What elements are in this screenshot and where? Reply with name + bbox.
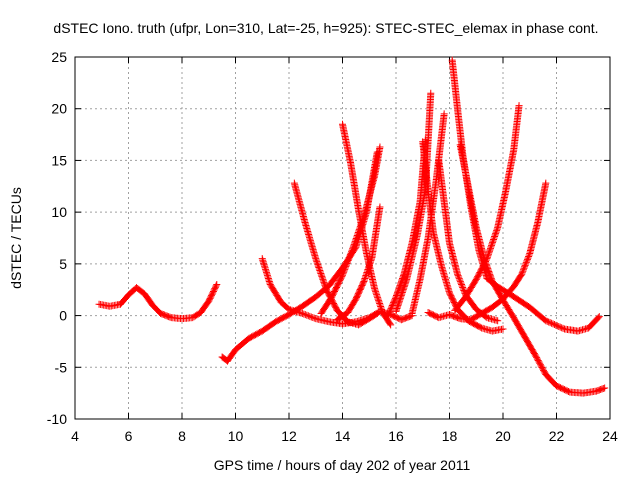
x-tick-label: 14 [335,428,351,444]
grid [75,57,610,419]
series-markers [317,143,384,318]
x-axis-label: GPS time / hours of day 202 of year 2011 [214,457,471,473]
y-axis: -10 -5 0 5 10 15 20 25 [47,49,610,427]
data-series [424,179,550,324]
y-tick-label: 20 [51,101,67,117]
data-series [451,102,523,314]
y-tick-label: 15 [51,152,67,168]
y-tick-label: 5 [59,256,67,272]
data-series [456,141,609,397]
y-axis-label: dSTEC / TECUs [8,187,24,289]
series-markers [424,179,550,324]
chart-title: dSTEC Iono. truth (ufpr, Lon=310, Lat=-2… [53,20,598,36]
x-tick-label: 8 [178,428,186,444]
y-tick-label: -10 [47,411,67,427]
x-tick-label: 22 [549,428,565,444]
data-markers [95,56,609,397]
y-tick-label: 0 [59,308,67,324]
data-series [333,203,384,324]
y-tick-label: 10 [51,204,67,220]
x-axis: 4 6 8 10 12 14 16 18 20 22 24 [71,57,618,444]
series-markers [95,281,221,323]
x-tick-label: 6 [125,428,133,444]
y-tick-label: -5 [55,359,68,375]
series-markers [451,102,523,314]
x-tick-label: 24 [602,428,618,444]
data-series [419,138,507,335]
data-series [95,281,221,323]
x-tick-label: 4 [71,428,79,444]
y-tick-label: 25 [51,49,67,65]
series-markers [333,203,384,324]
data-series [339,120,395,329]
x-tick-label: 16 [388,428,404,444]
series-markers [456,141,609,397]
x-tick-label: 18 [442,428,458,444]
x-tick-label: 20 [495,428,511,444]
series-markers [339,120,395,329]
x-tick-label: 12 [281,428,297,444]
data-series [317,143,384,318]
x-tick-label: 10 [228,428,244,444]
series-markers [419,138,507,335]
